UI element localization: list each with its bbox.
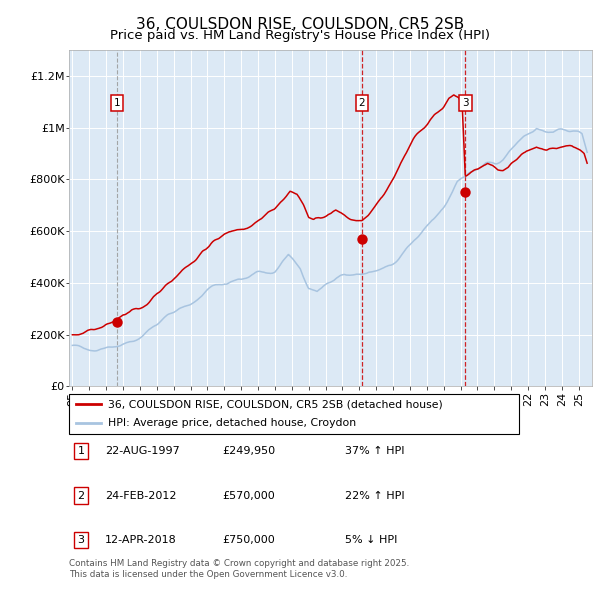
Text: 2: 2 bbox=[77, 491, 85, 500]
Text: 37% ↑ HPI: 37% ↑ HPI bbox=[345, 447, 404, 456]
Text: 3: 3 bbox=[77, 535, 85, 545]
Text: HPI: Average price, detached house, Croydon: HPI: Average price, detached house, Croy… bbox=[108, 418, 356, 428]
Text: 36, COULSDON RISE, COULSDON, CR5 2SB (detached house): 36, COULSDON RISE, COULSDON, CR5 2SB (de… bbox=[108, 399, 443, 409]
Text: 36, COULSDON RISE, COULSDON, CR5 2SB: 36, COULSDON RISE, COULSDON, CR5 2SB bbox=[136, 17, 464, 31]
Text: £249,950: £249,950 bbox=[222, 447, 275, 456]
Text: Contains HM Land Registry data © Crown copyright and database right 2025.
This d: Contains HM Land Registry data © Crown c… bbox=[69, 559, 409, 579]
Text: £750,000: £750,000 bbox=[222, 535, 275, 545]
Text: 5% ↓ HPI: 5% ↓ HPI bbox=[345, 535, 397, 545]
Text: Price paid vs. HM Land Registry's House Price Index (HPI): Price paid vs. HM Land Registry's House … bbox=[110, 30, 490, 42]
Text: 2: 2 bbox=[359, 98, 365, 108]
Text: £570,000: £570,000 bbox=[222, 491, 275, 500]
Text: 1: 1 bbox=[77, 447, 85, 456]
Text: 1: 1 bbox=[113, 98, 120, 108]
Text: 12-APR-2018: 12-APR-2018 bbox=[105, 535, 177, 545]
Text: 22% ↑ HPI: 22% ↑ HPI bbox=[345, 491, 404, 500]
Text: 24-FEB-2012: 24-FEB-2012 bbox=[105, 491, 176, 500]
Text: 3: 3 bbox=[462, 98, 469, 108]
Text: 22-AUG-1997: 22-AUG-1997 bbox=[105, 447, 180, 456]
